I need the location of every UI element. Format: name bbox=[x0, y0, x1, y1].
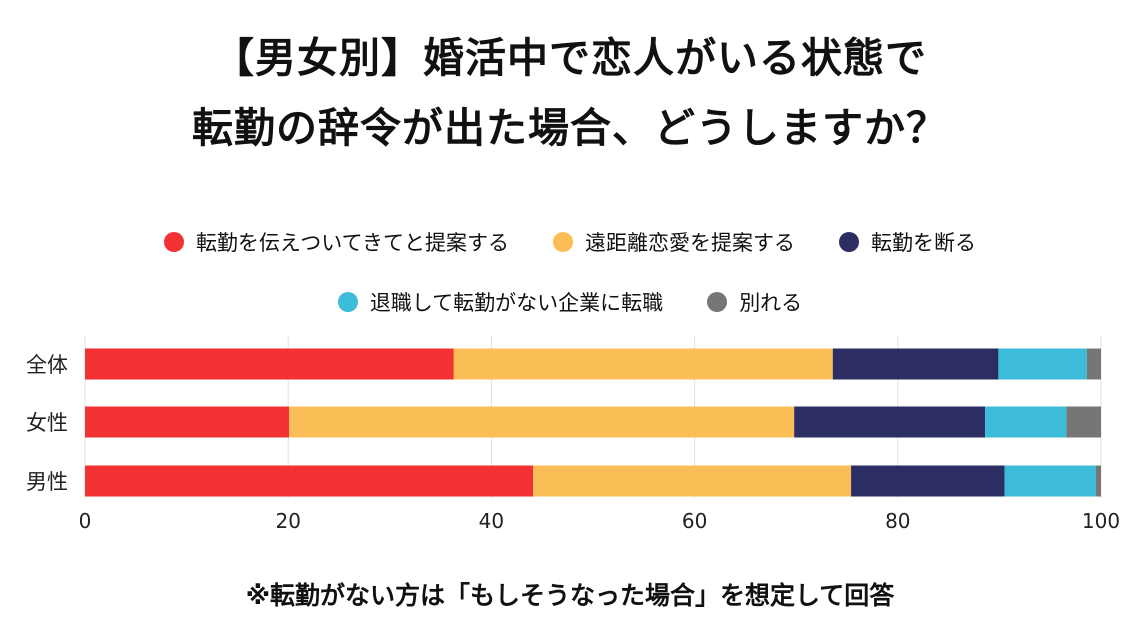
legend-item-long-distance: 遠距離恋愛を提案する bbox=[553, 227, 795, 257]
bar-segment bbox=[985, 406, 1067, 438]
chart-title-line-1: 【男女別】婚活中で恋人がいる状態で bbox=[213, 34, 927, 82]
x-tick-label: 80 bbox=[885, 509, 910, 533]
legend-label: 転勤を断る bbox=[871, 231, 977, 255]
legend-label: 遠距離恋愛を提案する bbox=[585, 231, 796, 255]
bar-segment bbox=[85, 406, 290, 438]
footnote: ※転勤がない方は「もしそうなった場合」を想定して回答 bbox=[245, 581, 895, 610]
legend-swatch bbox=[337, 292, 358, 312]
bar-segment bbox=[794, 406, 986, 438]
bar-segment bbox=[998, 348, 1087, 380]
bar-segment bbox=[85, 465, 534, 497]
bar-segment bbox=[832, 348, 999, 380]
bar-segment bbox=[85, 348, 454, 380]
bar-segment bbox=[1004, 465, 1096, 497]
legend-swatch bbox=[707, 292, 728, 312]
x-tick-label: 0 bbox=[79, 509, 92, 533]
bar-segment bbox=[851, 465, 1005, 497]
legend-swatch bbox=[839, 232, 860, 252]
chart-title-line-2: 転勤の辞令が出た場合、どうしますか？ bbox=[192, 104, 948, 152]
legend-swatch bbox=[163, 232, 184, 252]
category-label: 女性 bbox=[26, 411, 68, 435]
category-label: 全体 bbox=[26, 353, 68, 377]
legend-row-1: 転勤を伝えついてきてと提案する 遠距離恋愛を提案する 転勤を断る bbox=[0, 227, 1140, 257]
bar-segment bbox=[1095, 465, 1101, 497]
x-tick-label: 60 bbox=[682, 509, 707, 533]
bar-segment bbox=[1086, 348, 1101, 380]
legend-label: 転勤を伝えついてきてと提案する bbox=[195, 231, 510, 255]
legend-item-break-up: 別れる bbox=[707, 287, 802, 317]
legend-label: 退職して転勤がない企業に転職 bbox=[369, 291, 664, 315]
legend-item-change-jobs: 退職して転勤がない企業に転職 bbox=[337, 287, 664, 317]
bar-segment bbox=[1066, 406, 1101, 438]
category-label: 男性 bbox=[26, 470, 68, 494]
legend-item-decline-transfer: 転勤を断る bbox=[839, 227, 976, 257]
legend-swatch bbox=[553, 232, 574, 252]
x-tick-label: 100 bbox=[1082, 509, 1120, 533]
bar-segment bbox=[533, 465, 852, 497]
bar-segment bbox=[289, 406, 795, 438]
legend-item-propose-relocation: 転勤を伝えついてきてと提案する bbox=[163, 227, 510, 257]
legend-label: 別れる bbox=[739, 291, 803, 315]
x-tick-label: 40 bbox=[479, 509, 504, 533]
legend-row-2: 退職して転勤がない企業に転職 別れる bbox=[0, 287, 1140, 317]
bars bbox=[85, 348, 1101, 497]
bar-segment bbox=[453, 348, 833, 380]
x-tick-label: 20 bbox=[275, 509, 300, 533]
